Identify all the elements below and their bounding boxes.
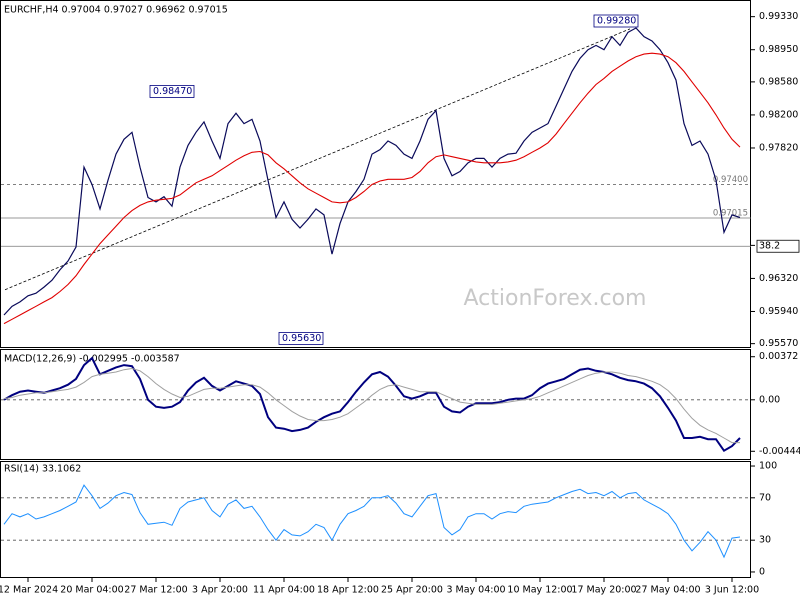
x-tick-label: 18 Apr 12:00	[317, 585, 379, 596]
x-tick-label: 27 Mar 12:00	[124, 585, 187, 596]
callout-box	[149, 85, 195, 98]
level-label: 0.97015	[713, 208, 748, 218]
y-tick-label: 0.97820	[759, 142, 798, 153]
y-tick-label: 0.95570	[759, 338, 798, 349]
y-tick-label: 0.96320	[759, 273, 798, 284]
y-tick-label: 0.95940	[759, 306, 798, 317]
y-tick-label: 0.00	[759, 394, 780, 405]
macd-pane-frame	[0, 349, 751, 460]
trendline	[4, 28, 631, 291]
callout-label: 0.99280	[597, 16, 636, 27]
x-tick-label: 25 Apr 20:00	[381, 585, 443, 596]
y-tick-label: 0.98200	[759, 109, 798, 120]
y-tick-label: 0.98950	[759, 44, 798, 55]
level-label-box	[756, 239, 800, 253]
level-label: 0.97400	[713, 175, 748, 185]
y-tick-label: 0.00372	[759, 351, 798, 362]
rsi-pane-frame	[0, 461, 751, 578]
series-line	[3, 27, 741, 316]
x-tick-label: 12 Mar 2024	[0, 585, 58, 596]
y-tick-label: 70	[759, 492, 771, 503]
x-tick-label: 17 May 20:00	[571, 585, 636, 596]
x-tick-label: 11 Apr 04:00	[253, 585, 315, 596]
rsi-title: RSI(14) 33.1062	[4, 464, 81, 475]
x-tick-label: 3 Apr 20:00	[192, 585, 248, 596]
watermark: ActionForex.com	[464, 286, 647, 311]
x-tick-label: 20 Mar 04:00	[60, 585, 123, 596]
series-line	[3, 484, 741, 559]
x-tick-label: 10 May 12:00	[507, 585, 572, 596]
callout-label: 0.98470	[153, 86, 192, 97]
price-pane-frame	[0, 0, 751, 348]
y-tick-label: 0.99330	[759, 11, 798, 22]
x-tick-label: 27 May 04:00	[635, 585, 700, 596]
y-tick-label: 100	[759, 461, 777, 472]
x-tick-label: 3 May 04:00	[446, 585, 505, 596]
series-line	[3, 367, 740, 444]
y-tick-label: -0.004447	[759, 446, 800, 457]
x-tick-label: 3 Jun 12:00	[705, 585, 759, 596]
callout-box	[278, 332, 324, 345]
callout-box	[593, 14, 639, 28]
level-label: 38.2	[759, 241, 780, 252]
chart-title: EURCHF,H4 0.97004 0.97027 0.96962 0.9701…	[4, 5, 228, 16]
callout-label: 0.95630	[282, 333, 321, 344]
y-tick-label: 0.98580	[759, 76, 798, 87]
y-tick-label: 30	[759, 535, 771, 546]
series-line	[3, 52, 741, 325]
y-tick-label: 0	[759, 566, 765, 577]
series-line	[3, 356, 741, 453]
